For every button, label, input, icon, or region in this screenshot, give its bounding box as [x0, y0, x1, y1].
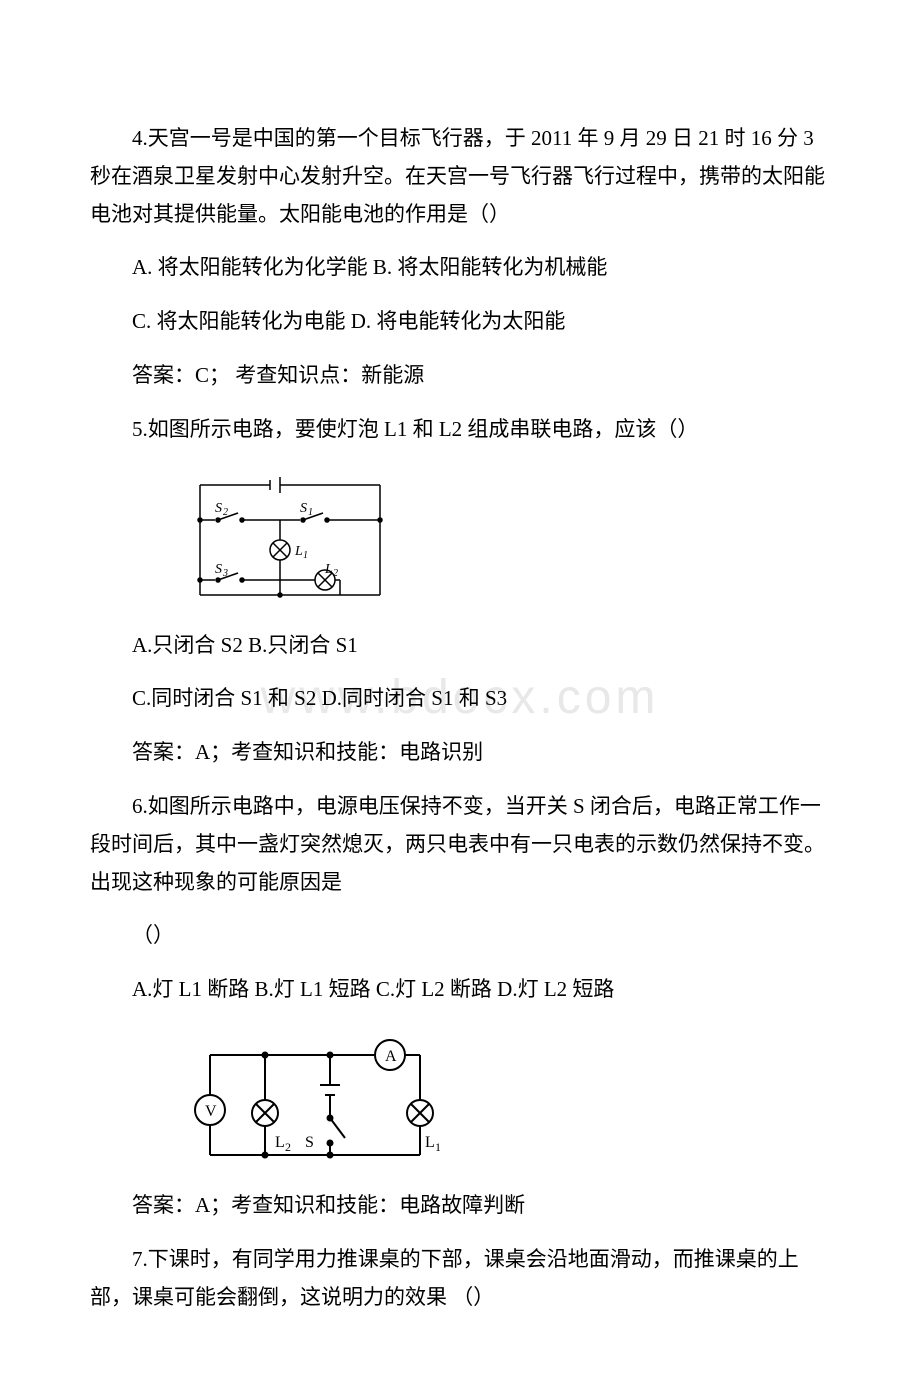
label-l1b: L: [425, 1134, 435, 1151]
svg-text:2: 2: [285, 1140, 291, 1154]
q6-circuit-diagram: V A L 2 L 1 S: [180, 1025, 830, 1175]
document-content: 4.天宫一号是中国的第一个目标飞行器，于 2011 年 9 月 29 日 21 …: [90, 120, 830, 1316]
label-a: A: [385, 1048, 397, 1065]
svg-text:1: 1: [303, 550, 308, 561]
q6-options: A.灯 L1 断路 B.灯 L1 短路 C.灯 L2 断路 D.灯 L2 短路: [90, 971, 830, 1009]
svg-text:2: 2: [223, 507, 228, 518]
label-l2: L: [324, 562, 333, 577]
svg-text:3: 3: [222, 568, 228, 579]
q4-options-ab: A. 将太阳能转化为化学能 B. 将太阳能转化为机械能: [90, 249, 830, 287]
label-l1: L: [294, 544, 303, 559]
q4-options-cd: C. 将太阳能转化为电能 D. 将电能转化为太阳能: [90, 303, 830, 341]
label-s2: S: [215, 501, 222, 516]
label-l2b: L: [275, 1134, 285, 1151]
svg-text:1: 1: [308, 507, 313, 518]
q5-options-ab: A.只闭合 S2 B.只闭合 S1: [90, 627, 830, 665]
q5-circuit-diagram: S 2 S 1 S 3 L 1 L 2: [180, 465, 830, 615]
q5-options-cd: C.同时闭合 S1 和 S2 D.同时闭合 S1 和 S3: [90, 680, 830, 718]
q5-text: 5.如图所示电路，要使灯泡 L1 和 L2 组成串联电路，应该（）: [90, 411, 830, 449]
q7-text: 7.下课时，有同学用力推课桌的下部，课桌会沿地面滑动，而推课桌的上部，课桌可能会…: [90, 1241, 830, 1317]
label-v: V: [205, 1103, 217, 1120]
q4-answer: 答案：C； 考查知识点：新能源: [90, 357, 830, 395]
q6-answer: 答案：A；考查知识和技能：电路故障判断: [90, 1187, 830, 1225]
q6-text: 6.如图所示电路中，电源电压保持不变，当开关 S 闭合后，电路正常工作一段时间后…: [90, 788, 830, 901]
q4-text: 4.天宫一号是中国的第一个目标飞行器，于 2011 年 9 月 29 日 21 …: [90, 120, 830, 233]
label-s: S: [305, 1134, 314, 1151]
q5-answer: 答案：A；考查知识和技能：电路识别: [90, 734, 830, 772]
svg-text:2: 2: [333, 568, 338, 579]
label-s1: S: [300, 501, 307, 516]
q6-bracket: （）: [90, 917, 830, 955]
svg-text:1: 1: [435, 1140, 440, 1154]
label-s3: S: [215, 562, 222, 577]
